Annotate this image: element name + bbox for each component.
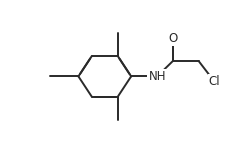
Text: Cl: Cl	[208, 75, 219, 88]
Text: NH: NH	[148, 70, 165, 83]
Text: O: O	[167, 32, 177, 45]
